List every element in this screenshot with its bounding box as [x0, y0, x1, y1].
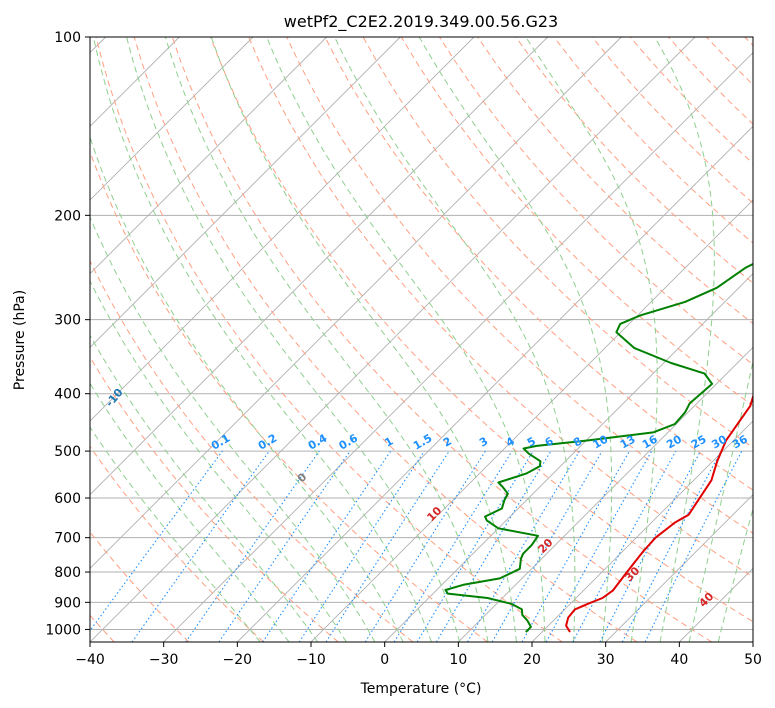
x-tick-label: 50 [744, 652, 762, 668]
dry-adiabat-line [95, 37, 563, 642]
moist-adiabat-line [92, 37, 432, 642]
moist-adiabat-line [90, 382, 290, 642]
isotherm-line [90, 37, 696, 642]
dry-adiabat-line [515, 37, 753, 284]
isotherm-line [163, 52, 753, 642]
x-tick-label: 30 [597, 652, 615, 668]
x-tick-label: −20 [223, 652, 253, 668]
x-tick-label: −10 [296, 652, 326, 668]
x-tick-label: −30 [149, 652, 179, 668]
y-tick-label: 1000 [45, 622, 81, 638]
y-tick-label: 700 [54, 531, 81, 547]
isotherm-line [237, 125, 753, 642]
mixing-ratio-line [572, 450, 677, 642]
x-tick-label: −40 [75, 652, 105, 668]
mixing-ratio-line [521, 450, 630, 642]
y-tick-label: 300 [54, 313, 81, 329]
mixing-ratio-line [90, 450, 223, 632]
y-tick-label: 400 [54, 387, 81, 403]
dry-adiabat-line [286, 37, 753, 534]
x-tick-label: 10 [449, 652, 467, 668]
isotherm-line [458, 346, 753, 642]
moist-adiabat-line [525, 37, 658, 642]
moist-adiabat-line [90, 334, 319, 642]
temperature-profile-line [565, 393, 753, 633]
y-axis-label: Pressure (hPa) [12, 290, 28, 390]
dry-adiabat-line [210, 37, 753, 623]
moist-adiabat-line [90, 135, 404, 642]
y-tick-label: 100 [54, 30, 81, 46]
isotherm-line [384, 273, 753, 642]
y-tick-label: 900 [54, 595, 81, 611]
y-tick-label: 500 [54, 444, 81, 460]
x-tick-label: 20 [523, 652, 541, 668]
y-tick-label: 200 [54, 208, 81, 224]
mixing-ratio-line [262, 450, 392, 642]
mixing-ratio-line [545, 450, 653, 642]
y-tick-label: 800 [54, 565, 81, 581]
mixing-ratio-line [131, 450, 270, 642]
background-lines-layer [90, 37, 753, 642]
isotherm-line [90, 37, 475, 422]
moist-adiabat-line [688, 358, 753, 642]
dry-adiabat-line [90, 356, 339, 642]
x-axis-label: Temperature (°C) [360, 681, 482, 697]
y-tick-label: 600 [54, 491, 81, 507]
isotherm-line [90, 37, 254, 201]
dry-adiabat-line [90, 259, 414, 642]
isotherm-line [90, 37, 622, 569]
moist-adiabat-line [164, 37, 489, 642]
isotherm-line [90, 37, 548, 496]
moist-adiabat-line [90, 215, 376, 642]
mixing-ratio-line [218, 450, 351, 642]
moist-adiabat-line [654, 37, 715, 642]
profile-series-layer [444, 262, 753, 633]
moist-adiabat-line [266, 37, 546, 642]
dry-adiabat-line [324, 37, 753, 491]
mixing-ratio-line [416, 450, 534, 642]
isotherm-line [605, 494, 753, 642]
mixing-ratio-line [644, 450, 743, 642]
moist-adiabat-line [126, 37, 461, 642]
mixing-ratio-line [298, 450, 425, 642]
moist-adiabat-line [334, 37, 576, 642]
dry-adiabat-line [90, 445, 264, 642]
moist-adiabat-line [210, 37, 517, 642]
x-tick-label: 0 [380, 652, 389, 668]
moist-adiabat-line [418, 37, 613, 642]
chart-title: wetPf2_C2E2.2019.349.00.56.G23 [284, 12, 558, 32]
moist-adiabat-line [717, 506, 753, 642]
dry-adiabat-line [248, 37, 753, 578]
axes-layer: −40 −30 −20 −10 0 10 20 30 40 50 100 200 300 400 500 60… [45, 30, 762, 668]
mixing-ratio-line [185, 450, 320, 642]
isotherm-line [90, 37, 401, 348]
mixing-ratio-line [325, 450, 450, 642]
dewpoint-profile-line [444, 262, 753, 633]
mixing-ratio-line [393, 450, 513, 642]
moist-adiabat-line [90, 426, 261, 642]
dry-adiabat-line [171, 37, 712, 642]
plot-frame [89, 36, 754, 643]
isotherm-line [90, 37, 327, 275]
isotherm-line [531, 420, 753, 642]
x-tick-label: 40 [670, 652, 688, 668]
